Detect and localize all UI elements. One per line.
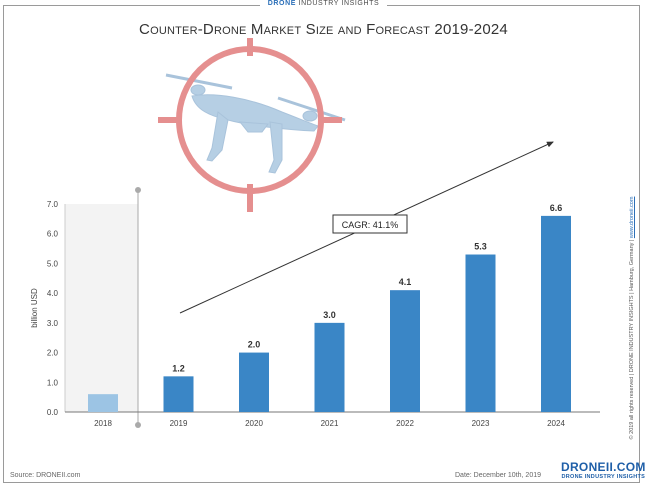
copyright-side-note: © 2019 all rights reserved | DRONE INDUS… — [629, 197, 635, 440]
data-label-2024: 6.6 — [550, 203, 563, 213]
bar-2019 — [163, 376, 194, 412]
x-ticks: 2018 2019 2020 2021 2022 2023 2024 — [94, 419, 565, 428]
side-note-url[interactable]: www.droneii.com — [629, 196, 635, 239]
bar-2022 — [390, 290, 420, 412]
value-labels: 1.2 2.0 3.0 4.1 5.3 6.6 — [172, 203, 562, 373]
bar-2018 — [88, 394, 118, 412]
bar-2021 — [314, 322, 345, 412]
chart-title: Counter-Drone Market Size and Forecast 2… — [139, 21, 508, 38]
y-tick-label: 2.0 — [47, 349, 59, 358]
y-tick-label: 3.0 — [47, 319, 59, 328]
x-tick-label: 2019 — [170, 419, 188, 428]
data-label-2021: 3.0 — [323, 310, 336, 320]
x-tick-label: 2020 — [245, 419, 263, 428]
divider-handle-bottom — [135, 422, 141, 428]
bars — [88, 215, 571, 412]
side-note-text: © 2019 all rights reserved | DRONE INDUS… — [629, 238, 635, 440]
source-note: Source: DRONEII.com — [10, 472, 81, 479]
divider-handle-top — [135, 187, 141, 193]
banner-brand: DRONE — [267, 0, 296, 7]
y-tick-label: 6.0 — [47, 230, 59, 239]
bar-2024 — [541, 215, 571, 412]
y-tick-label: 0.0 — [47, 408, 59, 417]
y-tick-label: 7.0 — [47, 200, 59, 209]
banner-rest: INDUSTRY INSIGHTS — [298, 0, 380, 7]
x-tick-label: 2023 — [472, 419, 490, 428]
x-tick-label: 2021 — [321, 419, 339, 428]
droneii-logo: DRONEII.COM DRONE INDUSTRY INSIGHTS — [561, 460, 646, 480]
bar-2020 — [239, 352, 269, 412]
cagr-label: CAGR: 41.1% — [342, 220, 399, 230]
highlight-panel-2018 — [65, 204, 138, 412]
y-tick-label: 1.0 — [47, 378, 59, 387]
x-tick-label: 2024 — [547, 419, 565, 428]
crosshair-drone-icon — [158, 38, 346, 212]
date-note: Date: December 10th, 2019 — [455, 472, 541, 479]
y-ticks: 0.0 1.0 2.0 3.0 4.0 5.0 6.0 7.0 — [47, 200, 59, 417]
top-banner: DRONE INDUSTRY INSIGHTS — [0, 0, 647, 7]
logo-main: DRONEII.COM — [561, 460, 646, 474]
bar-2023 — [465, 254, 496, 412]
data-label-2022: 4.1 — [399, 277, 412, 287]
cagr-box — [332, 214, 408, 234]
data-label-2023: 5.3 — [474, 242, 487, 252]
x-tick-label: 2022 — [396, 419, 414, 428]
data-label-2019: 1.2 — [172, 363, 185, 373]
data-label-2020: 2.0 — [248, 340, 261, 350]
x-tick-label: 2018 — [94, 419, 112, 428]
y-axis-label: billion USD — [30, 288, 39, 328]
y-tick-label: 5.0 — [47, 259, 59, 268]
logo-sub: DRONE INDUSTRY INSIGHTS — [561, 474, 646, 480]
y-tick-label: 4.0 — [47, 289, 59, 298]
